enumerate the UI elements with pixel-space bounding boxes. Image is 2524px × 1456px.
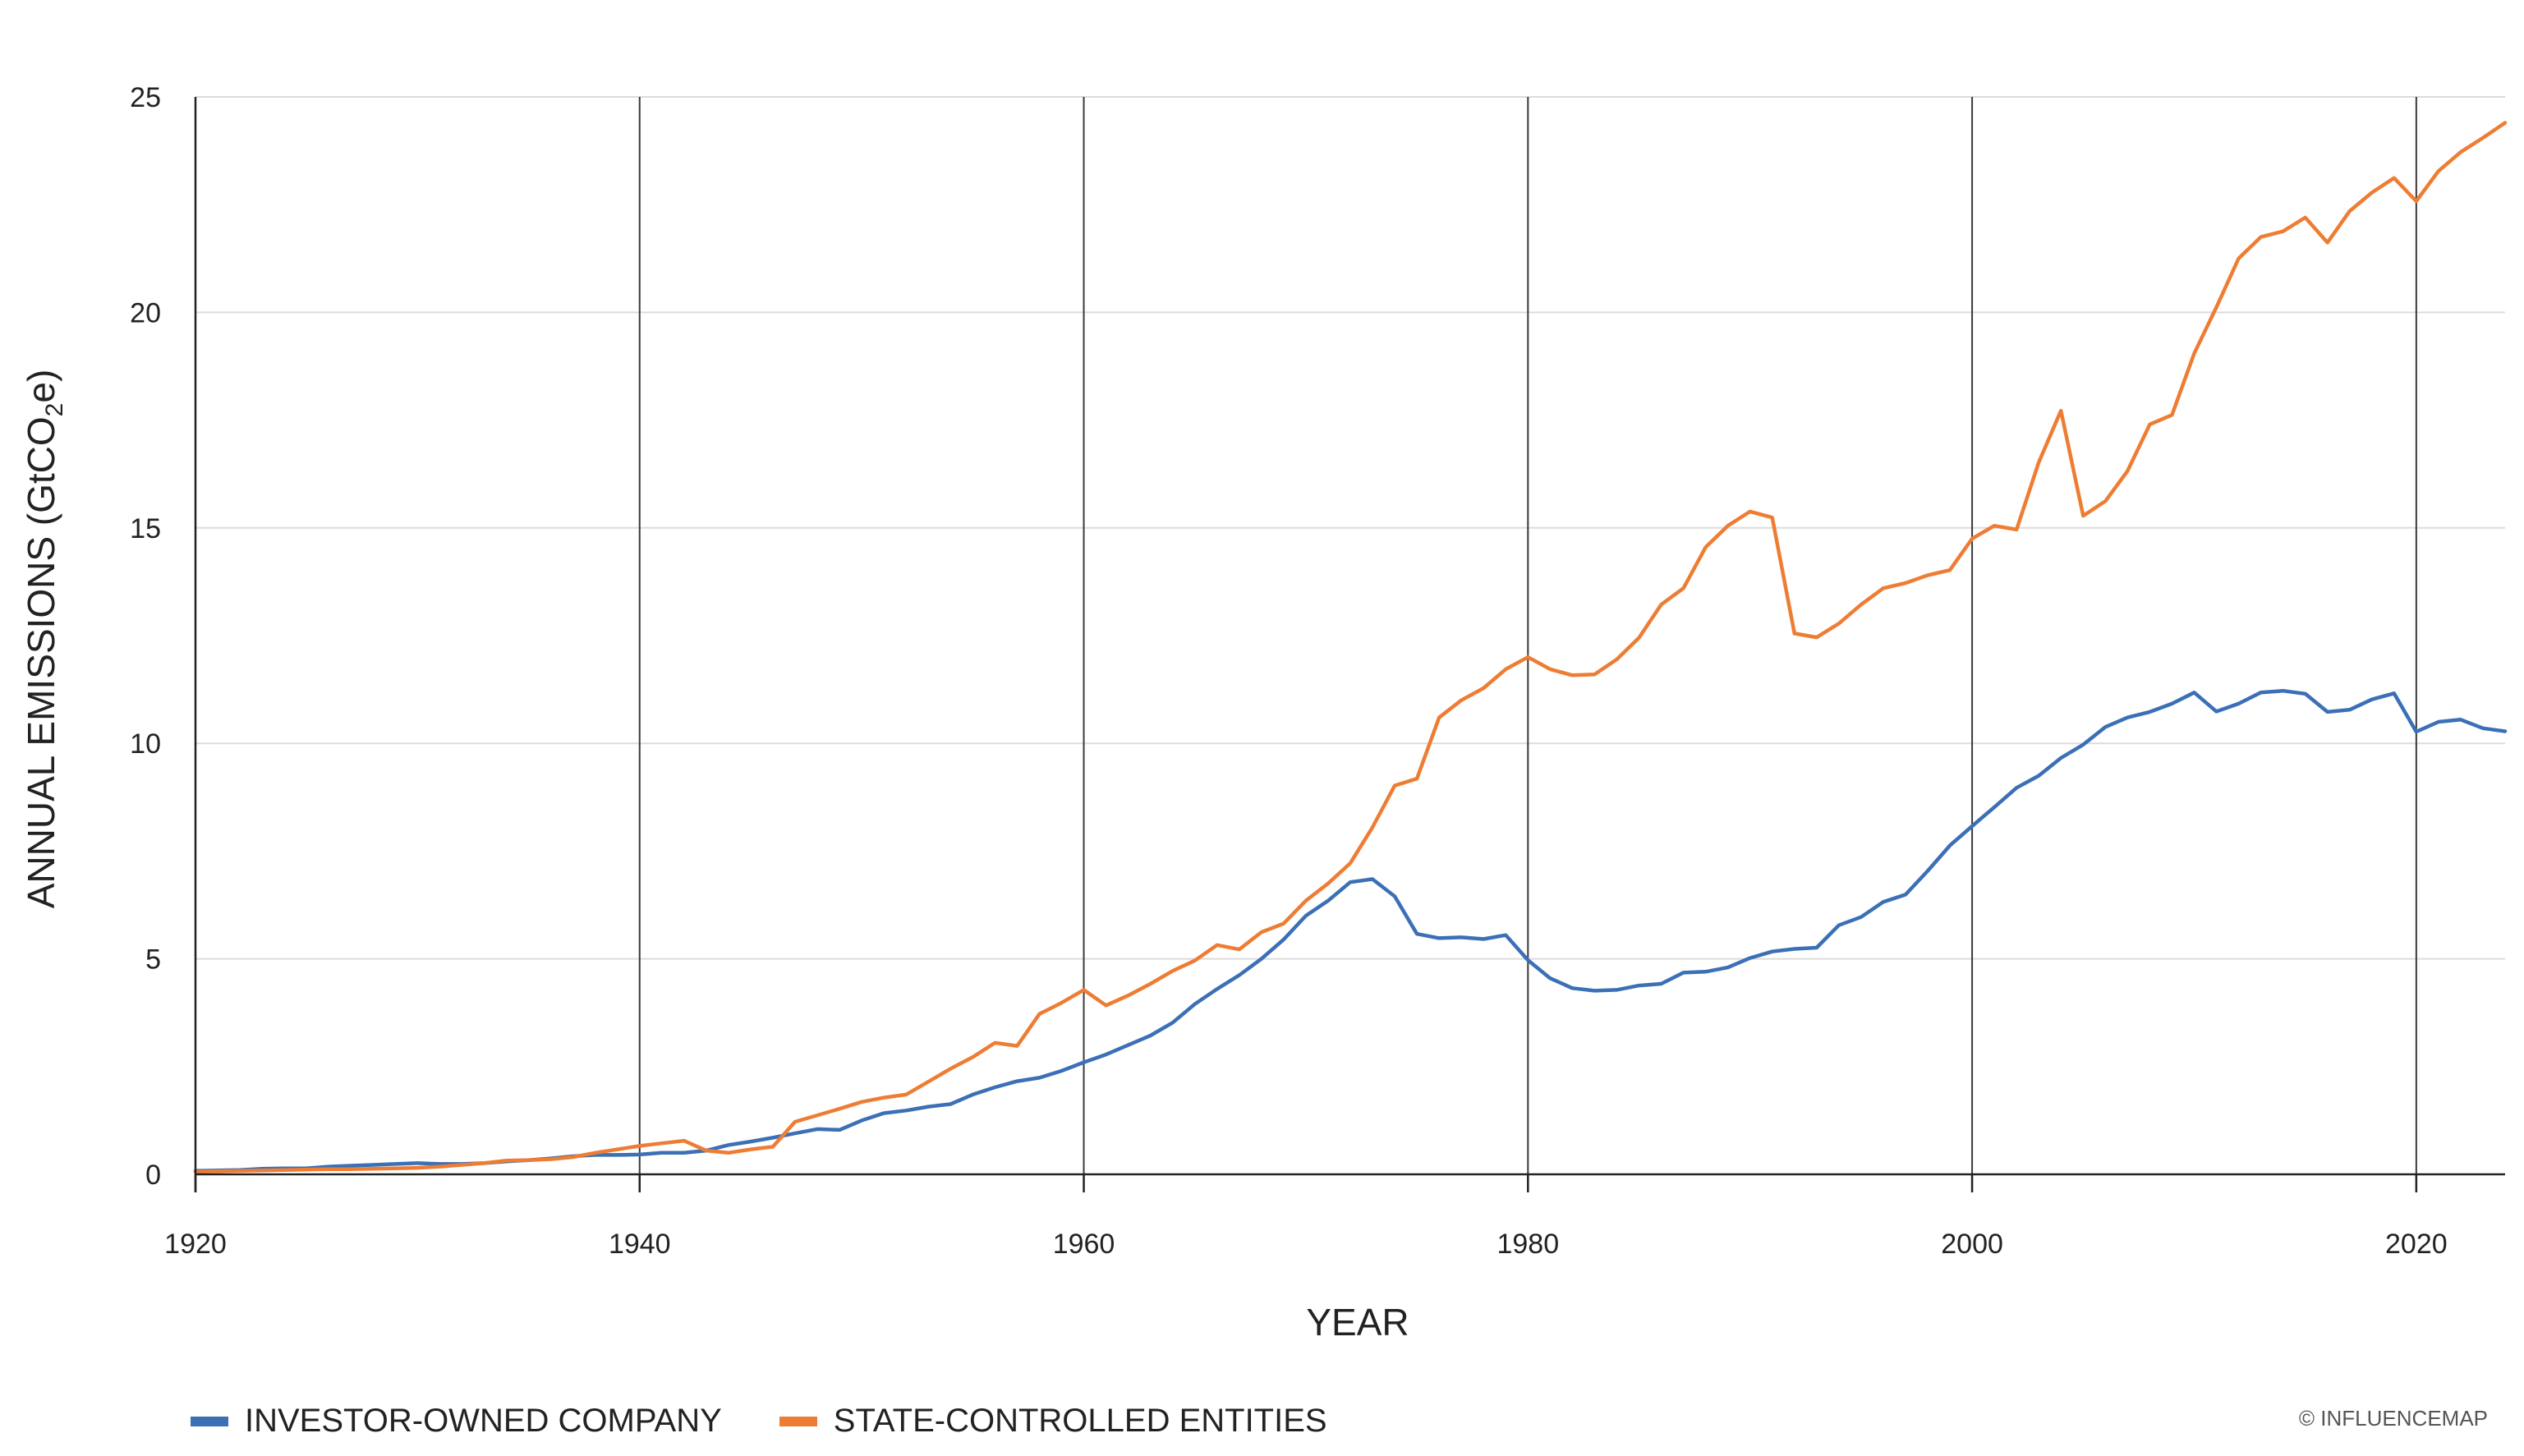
x-axis-title: YEAR [1306, 1301, 1409, 1343]
legend-swatch-state-controlled [779, 1416, 817, 1426]
x-tick-label: 1920 [164, 1229, 227, 1260]
y-tick-label: 20 [130, 297, 161, 328]
legend-item-state-controlled: STATE-CONTROLLED ENTITIES [779, 1403, 1327, 1440]
y-tick-label: 0 [145, 1160, 161, 1191]
y-axis-title: ANNUAL EMISSIONS (GtCO2e) [20, 370, 68, 909]
y-tick-label: 15 [130, 513, 161, 544]
y-axis-title-prefix: ANNUAL EMISSIONS (GtCO [20, 416, 62, 908]
axes [194, 97, 2505, 1192]
series-line-investor-owned [193, 688, 2508, 1174]
x-tick-label: 2000 [1941, 1229, 2003, 1260]
x-tick-label: 1980 [1496, 1229, 1559, 1260]
grid-lines [195, 96, 2505, 1174]
legend-label-investor-owned: INVESTOR-OWNED COMPANY [245, 1403, 722, 1439]
tick-labels: 0 5 10 15 20 25 1920 1940 1960 1980 2000 2020 [130, 82, 2447, 1260]
legend: INVESTOR-OWNED COMPANY STATE-CONTROLLED … [191, 1403, 1385, 1440]
y-axis-title-subscript: 2 [41, 403, 68, 417]
x-tick-label: 1940 [609, 1229, 671, 1260]
y-tick-label: 25 [130, 82, 161, 113]
series-line-state-controlled [193, 121, 2508, 1174]
source-credit: © INFLUENCEMAP [2298, 1406, 2488, 1431]
legend-label-state-controlled: STATE-CONTROLLED ENTITIES [833, 1403, 1327, 1439]
x-tick-label: 2020 [2385, 1229, 2448, 1260]
y-axis-title-suffix: e) [20, 370, 62, 403]
legend-swatch-investor-owned [191, 1416, 228, 1426]
series-lines [193, 121, 2508, 1174]
y-tick-label: 10 [130, 728, 161, 760]
legend-item-investor-owned: INVESTOR-OWNED COMPANY [191, 1403, 722, 1440]
y-tick-label: 5 [145, 944, 161, 976]
x-tick-label: 1960 [1053, 1229, 1115, 1260]
